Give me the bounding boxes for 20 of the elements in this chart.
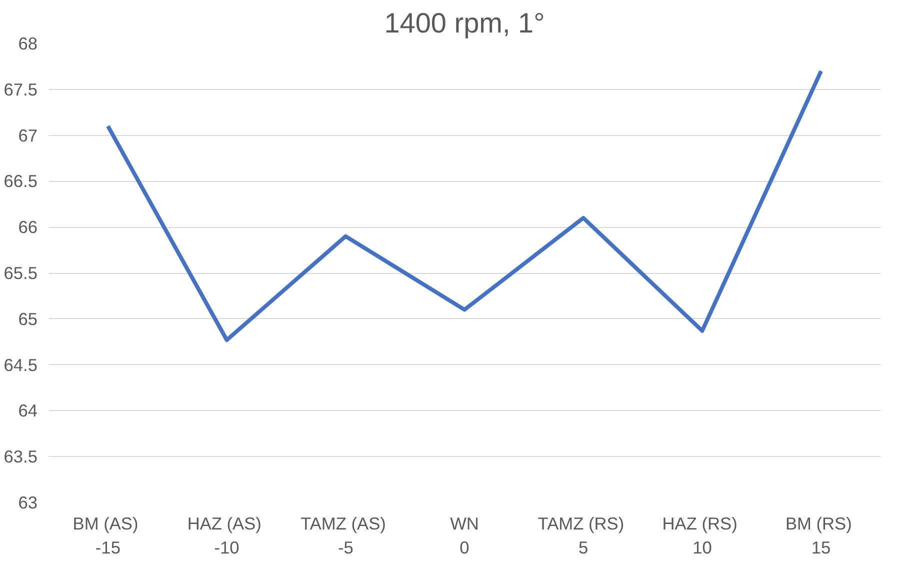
y-tick-label: 66.5 — [4, 171, 38, 192]
y-tick-label: 68 — [18, 34, 38, 54]
x-tick-label: BM (RS) 15 — [785, 514, 852, 558]
x-tick-label: HAZ (RS) 10 — [662, 514, 738, 558]
y-tick-label: 64 — [18, 400, 38, 421]
y-tick-label: 64.5 — [4, 354, 38, 375]
x-tick-label: HAZ (AS) -10 — [187, 514, 262, 558]
y-tick-label: 66 — [18, 217, 38, 238]
y-tick-label: 63 — [18, 492, 38, 512]
y-tick-label: 63.5 — [4, 446, 38, 467]
x-tick-label: BM (AS) -15 — [72, 514, 138, 558]
x-tick-label: WN 0 — [450, 514, 479, 558]
y-tick-label: 65.5 — [4, 263, 38, 283]
y-tick-label: 65 — [18, 308, 38, 329]
y-tick-label: 67 — [18, 125, 38, 146]
y-tick-label: 67.5 — [4, 79, 38, 100]
chart-title: 1400 rpm, 1° — [384, 8, 545, 38]
x-tick-label: TAMZ (RS) 5 — [538, 514, 624, 558]
x-tick-label: TAMZ (AS) -5 — [300, 514, 386, 558]
line-series — [106, 69, 824, 342]
